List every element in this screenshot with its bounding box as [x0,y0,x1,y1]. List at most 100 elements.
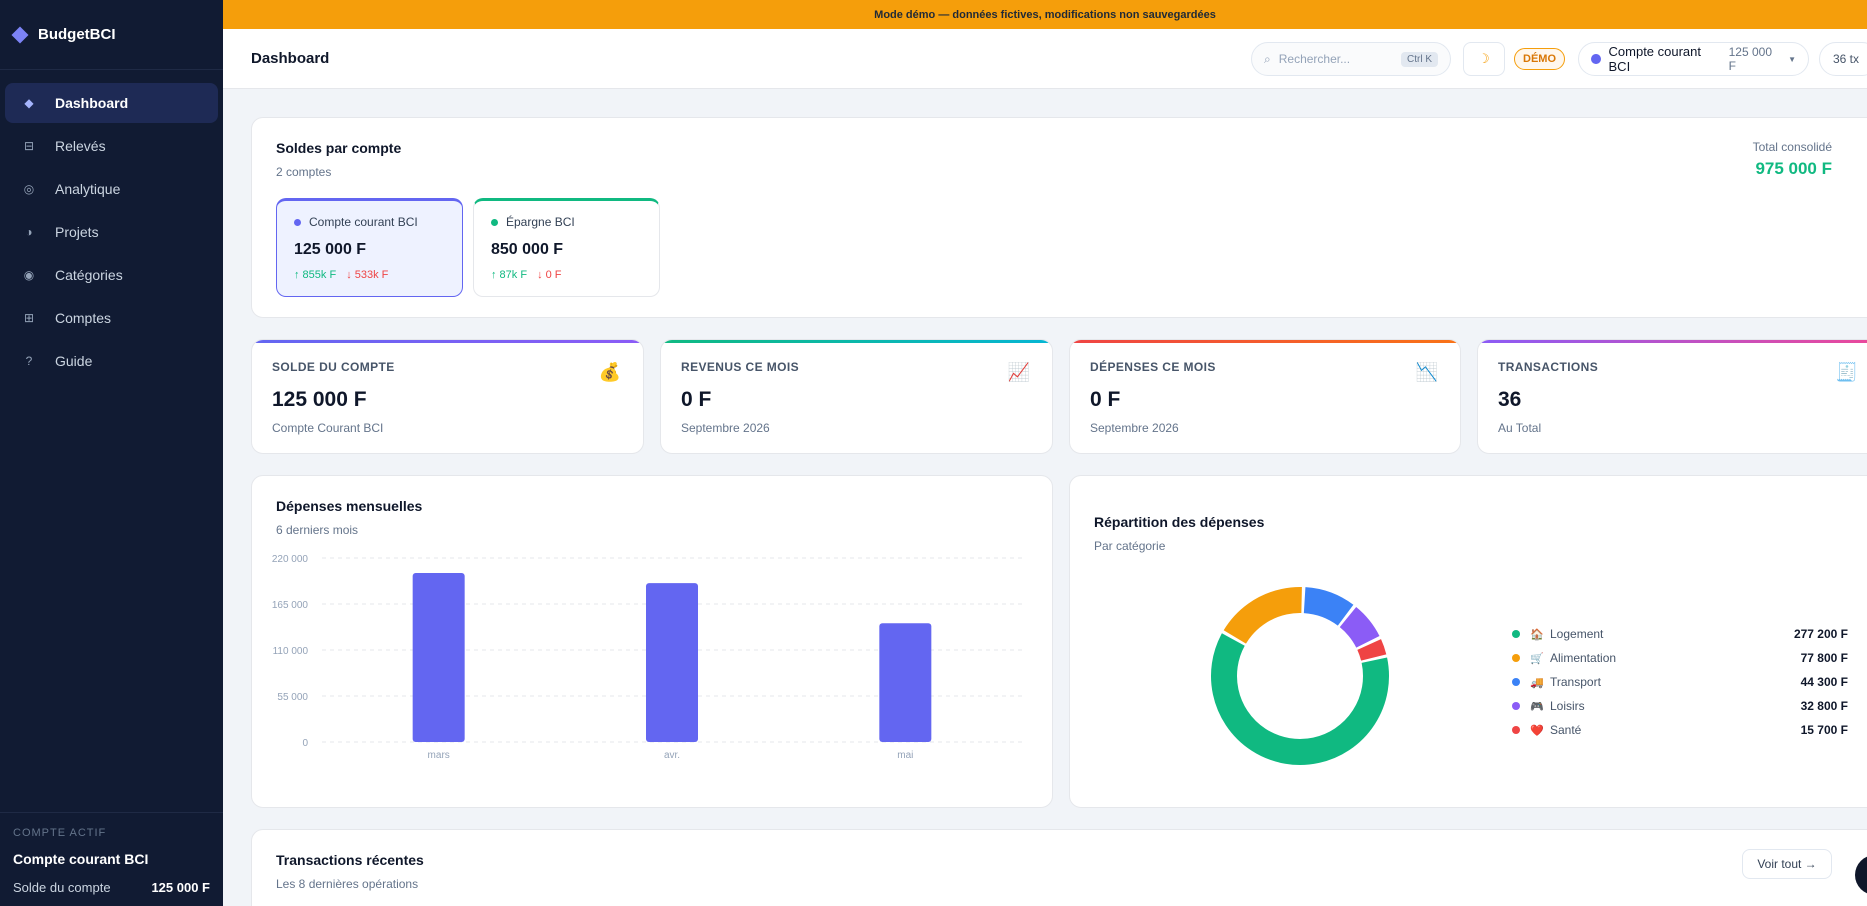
bar[interactable] [412,573,465,742]
stat-value: 36 [1498,388,1522,411]
money-bag-icon: 💰 [598,362,621,383]
account-card-epargne[interactable]: Épargne BCI 850 000 F ↑ 87k F ↓ 0 F [473,198,660,297]
account-selector-balance: 125 000 F [1728,45,1773,73]
account-dot [294,218,301,226]
balance-value: 125 000 F [151,880,210,895]
legend-item: 🎮 Loisirs 32 800 F [1512,694,1848,718]
projects-icon: ◑ [25,225,33,239]
categories-icon: ◉ [23,268,35,282]
stat-label: DÉPENSES CE MOIS [1090,360,1216,374]
brand[interactable]: BudgetBCI [0,0,223,70]
monthly-bar-chart: 0 55 000 110 000 165 000 220 000 mars avr. mai [272,554,1022,761]
category-icon: 🎮 [1530,699,1544,713]
monthly-expenses-card: Dépenses mensuelles 6 derniers mois 0 55 … [251,475,1053,808]
active-account-panel: COMPTE ACTIF Compte courant BCI Solde du… [0,812,223,906]
account-dot [491,218,498,226]
category-icon: 🏠 [1530,627,1544,641]
account-inflow: ↑ 87k F [491,269,528,281]
monthly-title: Dépenses mensuelles [276,498,423,514]
account-color-dot [1591,54,1601,64]
active-account-balance-row: Solde du compte 125 000 F [13,880,210,895]
y-tick-label: 0 [302,738,308,749]
legend-item: 🏠 Logement 277 200 F [1512,622,1848,646]
legend-amount: 15 700 F [1800,723,1848,737]
account-name: Compte courant BCI [309,215,418,229]
recent-transactions-card: Transactions récentes Les 8 dernières op… [251,829,1867,906]
stat-subtitle: Compte Courant BCI [272,421,384,435]
diamond-icon: ◆ [24,96,34,110]
active-account-caption: COMPTE ACTIF [13,827,107,839]
legend-item: ❤️ Santé 15 700 F [1512,718,1848,742]
chevron-down-icon: ▼ [1788,54,1796,64]
tx-count-badge[interactable]: 36 tx [1819,42,1867,76]
recent-subtitle: Les 8 dernières opérations [276,877,419,891]
stat-card-income: REVENUS CE MOIS 0 F Septembre 2026 📈 [660,339,1053,454]
sidebar-item-label: Comptes [55,310,112,326]
sidebar-item-guide[interactable]: ? Guide [5,341,218,381]
account-selector-name: Compte courant BCI [1608,44,1702,74]
floating-action-button[interactable] [1855,855,1867,895]
chart-up-icon: 📈 [1007,362,1030,383]
legend-dot [1512,654,1520,662]
sidebar-item-label: Projets [55,224,99,240]
account-inflow: ↑ 855k F [294,269,337,281]
x-tick-label: avr. [664,750,680,761]
sidebar-item-label: Dashboard [55,95,129,111]
donut-slices [1210,586,1390,766]
sidebar-item-label: Analytique [55,181,121,197]
donut-slice[interactable] [1210,586,1390,766]
category-icon: 🛒 [1530,651,1544,665]
sidebar-item-comptes[interactable]: ⊞ Comptes [5,298,218,338]
balances-card: Soldes par compte 2 comptes Total consol… [251,117,1867,318]
account-name: Épargne BCI [506,215,575,229]
monthly-subtitle: 6 derniers mois [276,523,359,537]
stat-label: SOLDE DU COMPTE [272,360,395,374]
sidebar-item-releves[interactable]: ⊟ Relevés [5,126,218,166]
recent-title: Transactions récentes [276,852,424,868]
x-tick-label: mars [428,750,450,761]
expense-donut-chart [1210,586,1390,766]
account-card-courant[interactable]: Compte courant BCI 125 000 F ↑ 855k F ↓ 5… [276,198,463,297]
sidebar-item-dashboard[interactable]: ◆ Dashboard [5,83,218,123]
theme-toggle-button[interactable]: ☽ [1463,42,1505,76]
stat-subtitle: Au Total [1498,421,1542,435]
legend-item: 🚚 Transport 44 300 F [1512,670,1848,694]
legend-amount: 32 800 F [1800,699,1848,713]
page-title: Dashboard [251,50,330,67]
stat-label: TRANSACTIONS [1498,360,1599,374]
legend-dot [1512,678,1520,686]
legend-label: Santé [1550,723,1582,737]
statement-icon: ⊟ [23,139,35,153]
y-tick-label: 220 000 [272,554,309,565]
breakdown-title: Répartition des dépenses [1094,514,1265,530]
stat-card-expenses: DÉPENSES CE MOIS 0 F Septembre 2026 📉 [1069,339,1461,454]
brand-name: BudgetBCI [38,26,116,43]
sidebar-item-projets[interactable]: ◑ Projets [5,212,218,252]
sidebar-item-categories[interactable]: ◉ Catégories [5,255,218,295]
bar[interactable] [646,583,698,742]
stat-card-balance: SOLDE DU COMPTE 125 000 F Compte Courant… [251,339,644,454]
legend-label: Alimentation [1550,651,1617,665]
demo-banner: Mode démo — données fictives, modificati… [223,0,1867,29]
y-tick-label: 110 000 [273,646,309,657]
category-icon: ❤️ [1530,723,1544,737]
legend-label: Logement [1550,627,1604,641]
legend-amount: 44 300 F [1800,675,1848,689]
top-bar: Dashboard ⌕ Rechercher... Ctrl K ☽ DÉMO … [223,29,1867,89]
category-icon: 🚚 [1530,675,1544,689]
bar[interactable] [879,623,932,742]
y-tick-label: 55 000 [277,692,308,703]
stat-value: 0 F [681,388,712,411]
legend-amount: 77 800 F [1800,651,1848,665]
account-amount: 125 000 F [294,241,367,258]
chart-down-icon: 📉 [1415,362,1438,383]
account-selector[interactable]: Compte courant BCI 125 000 F ▼ [1578,42,1809,76]
search-input[interactable]: ⌕ Rechercher... Ctrl K [1251,42,1451,76]
moon-icon: ☽ [1478,51,1490,66]
view-all-button[interactable]: Voir tout → [1742,849,1832,879]
donut-slice[interactable] [1210,586,1390,766]
total-label: Total consolidé [1752,140,1832,154]
sidebar-item-analytique[interactable]: ◎ Analytique [5,169,218,209]
stat-subtitle: Septembre 2026 [681,421,770,435]
help-icon: ? [25,354,33,368]
